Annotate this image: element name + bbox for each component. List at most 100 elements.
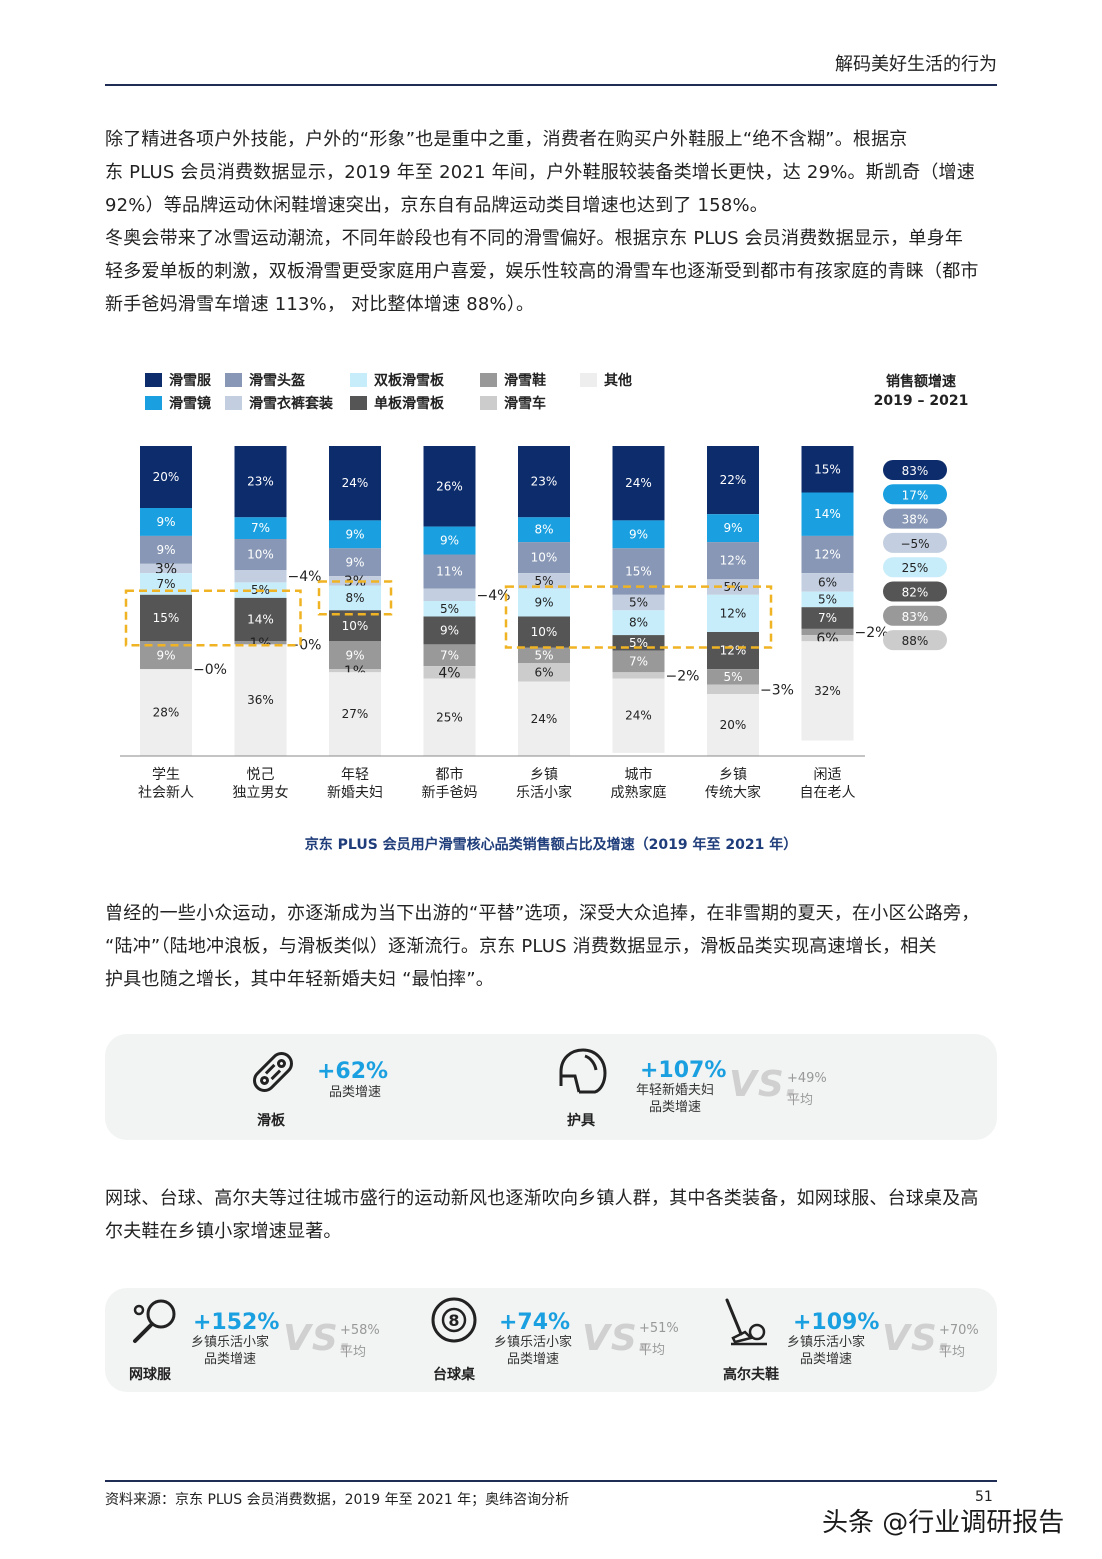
category-label: 城市: [625, 766, 653, 783]
segment-label: 15%: [814, 462, 841, 476]
growth-value: 83%: [902, 610, 929, 624]
category-label: 社会新人: [138, 785, 194, 801]
stat-growth-label: 乡镇乐活小家 品类增速: [478, 1334, 588, 1368]
category-label: 乡镇: [719, 767, 747, 783]
stat-label-line: 年轻新婚夫妇: [635, 1083, 714, 1098]
bar-segment: [612, 610, 665, 636]
segment-label: 24%: [625, 476, 652, 490]
growth-pill: [883, 630, 947, 651]
growth-value: 38%: [902, 513, 929, 527]
segment-label: 7%: [156, 577, 175, 591]
segment-label: 24%: [625, 709, 652, 723]
segment-label: 20%: [153, 470, 180, 484]
segment-label: 9%: [345, 648, 364, 662]
average-label: 平均: [340, 1345, 367, 1360]
bar-segment: [707, 514, 759, 543]
segment-label: 12%: [720, 644, 747, 658]
segment-label: 36%: [247, 693, 274, 707]
average-label: 平均: [939, 1345, 966, 1360]
legend-swatch: [225, 373, 242, 387]
bar-segment: [707, 632, 759, 670]
stat-category: 台球桌: [433, 1367, 475, 1383]
segment-label: 10%: [531, 625, 558, 639]
growth-value: 82%: [902, 586, 929, 600]
average-label: 平均: [639, 1343, 666, 1358]
paragraph-line: 曾经的一些小众运动，亦逐渐成为当下出游的“平替”选项，深受大众追捧，在非雪期的夏…: [105, 903, 980, 924]
segment-label: 15%: [153, 611, 180, 625]
bar-segment: [140, 573, 192, 595]
segment-label: −3%: [760, 682, 794, 698]
segment-label: 10%: [531, 551, 558, 565]
segment-label: −2%: [855, 625, 889, 641]
segment-label: 23%: [531, 475, 558, 489]
growth-title: 销售额增速: [886, 373, 956, 390]
segment-label: 28%: [153, 706, 180, 720]
bar-segment: [140, 508, 192, 536]
bar-segment: [329, 672, 381, 756]
segment-label: 9%: [156, 543, 175, 557]
bar-segment: [801, 492, 854, 536]
legend-label: 滑雪头盔: [249, 372, 305, 389]
bar-segment: [329, 585, 381, 611]
header-divider: [105, 84, 997, 86]
stat-growth-value: +62%: [317, 1059, 389, 1084]
bar-segment: [423, 588, 476, 601]
growth-title: 2019 – 2021: [874, 393, 969, 409]
paragraph-line: 轻多爱单板的刺激，双板滑雪更受家庭用户喜爱，娱乐性较高的滑雪车也逐渐受到都市有孩…: [105, 261, 979, 282]
bar-segment: [234, 570, 287, 583]
segment-label: 6%: [818, 575, 837, 589]
average-number: +58%: [340, 1323, 380, 1338]
segment-label: 9%: [534, 596, 553, 610]
bar-segment: [423, 554, 476, 589]
segment-label: 15%: [625, 565, 652, 579]
segment-label: 9%: [723, 521, 742, 535]
legend-label: 滑雪镜: [169, 395, 211, 412]
average-label: 平均: [787, 1093, 814, 1108]
segment-label: 32%: [814, 684, 841, 698]
growth-value: 25%: [902, 561, 929, 575]
vs-mark: VS.: [283, 1318, 354, 1359]
skateboard-icon: [253, 1052, 293, 1092]
legend-label: 其他: [604, 372, 632, 389]
paragraph-1: 除了精进各项户外技能，户外的“形象”也是重中之重，消费者在购买户外鞋服上“绝不含…: [105, 123, 997, 321]
bar-segment: [423, 644, 476, 667]
page-number: 51: [975, 1489, 993, 1505]
average-value: +51% 平均: [639, 1318, 679, 1362]
growth-pill: [883, 484, 947, 505]
bar-segment: [234, 517, 287, 539]
legend-label: 滑雪服: [169, 372, 212, 389]
bar-segment: [234, 539, 287, 570]
stat-growth-label: 品类增速: [328, 1085, 381, 1100]
bar-segment: [707, 684, 759, 694]
growth-pill: [883, 557, 947, 578]
vs-mark: VS.: [582, 1318, 653, 1359]
average-value: +49% 平均: [787, 1068, 827, 1112]
segment-label: 11%: [436, 565, 463, 579]
average-value: +70% 平均: [939, 1320, 979, 1364]
segment-label: 20%: [720, 718, 747, 732]
segment-label: 9%: [440, 623, 459, 637]
growth-pill: [883, 508, 947, 529]
average-number: +49%: [787, 1071, 827, 1086]
bar-segment: [707, 542, 759, 580]
segment-label: −0%: [193, 662, 227, 678]
category-label: 传统大家: [705, 784, 761, 801]
segment-label: 10%: [247, 548, 274, 562]
segment-label: 9%: [156, 648, 175, 662]
stat-growth-label: 乡镇乐活小家 品类增速: [175, 1334, 285, 1368]
bar-segment: [518, 446, 570, 518]
bar-segment: [329, 576, 381, 586]
legend-swatch: [480, 396, 497, 410]
bar-segment: [612, 672, 665, 679]
average-number: +70%: [939, 1323, 979, 1338]
stat-label-line: 品类增速: [648, 1100, 701, 1115]
bar-segment: [801, 628, 854, 636]
growth-value: 88%: [902, 634, 929, 648]
category-label: 新手爸妈: [422, 785, 478, 801]
segment-label: 8%: [534, 523, 553, 537]
paragraph-line: “陆冲”（陆地冲浪板，与滑板类似）逐渐流行。京东 PLUS 消费数据显示，滑板品…: [105, 936, 937, 957]
segment-label: 12%: [720, 606, 747, 620]
bar-segment: [707, 594, 759, 632]
segment-label: 7%: [629, 654, 648, 668]
